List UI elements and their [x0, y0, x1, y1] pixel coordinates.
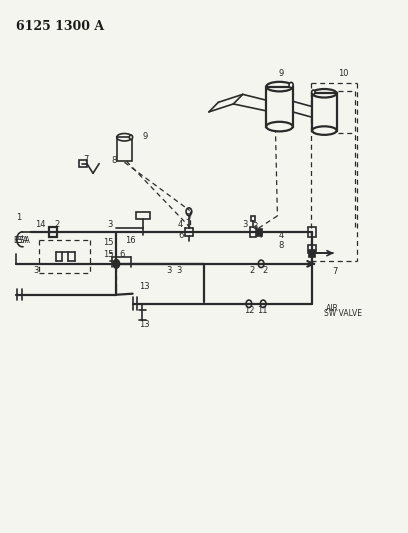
Bar	[79, 160, 87, 167]
Ellipse shape	[266, 122, 293, 132]
Text: 4: 4	[178, 221, 183, 229]
Text: 2: 2	[55, 221, 60, 229]
Bar	[308, 227, 316, 237]
Text: 13: 13	[140, 282, 150, 291]
Circle shape	[129, 135, 133, 140]
Text: 13: 13	[140, 320, 150, 328]
Text: 6: 6	[120, 250, 125, 259]
Text: 15: 15	[103, 238, 113, 247]
Bar	[49, 227, 57, 237]
Text: 14: 14	[35, 221, 46, 229]
Text: 10: 10	[338, 69, 349, 78]
Text: 6: 6	[178, 231, 184, 240]
Text: 3: 3	[107, 221, 113, 229]
Bar	[312, 93, 337, 131]
Text: 4: 4	[279, 231, 284, 240]
Bar	[250, 227, 256, 237]
Text: 3: 3	[252, 222, 258, 231]
Text: 3: 3	[166, 266, 172, 275]
Circle shape	[113, 260, 120, 268]
Bar	[136, 212, 150, 219]
Bar	[117, 137, 132, 161]
Ellipse shape	[312, 126, 337, 135]
Text: SW VALVE: SW VALVE	[324, 309, 362, 318]
Circle shape	[289, 82, 293, 87]
Text: 15: 15	[103, 250, 113, 259]
Text: 7: 7	[83, 156, 89, 164]
Bar	[251, 216, 255, 221]
Text: 11: 11	[257, 306, 268, 315]
Circle shape	[312, 90, 315, 94]
Text: 2: 2	[263, 266, 268, 275]
Text: 7: 7	[258, 231, 264, 240]
Bar	[256, 228, 262, 236]
Text: 3: 3	[176, 266, 182, 275]
Text: 8: 8	[279, 241, 284, 249]
Text: 6125 1300 A: 6125 1300 A	[16, 20, 104, 33]
Bar	[266, 86, 293, 126]
Text: 16: 16	[125, 237, 136, 245]
Text: ESA: ESA	[13, 237, 28, 245]
Text: ESA: ESA	[15, 237, 30, 245]
Text: AIR: AIR	[326, 304, 339, 312]
Text: 7: 7	[333, 268, 338, 276]
Text: 8: 8	[111, 157, 117, 165]
Text: 9: 9	[142, 133, 147, 141]
Text: 3: 3	[33, 266, 39, 275]
Text: 5: 5	[185, 213, 190, 222]
Bar	[308, 245, 316, 253]
Text: 3: 3	[242, 221, 248, 229]
Text: 12: 12	[244, 306, 254, 315]
Text: 2: 2	[250, 266, 255, 275]
Text: 1: 1	[16, 213, 21, 222]
Bar	[308, 249, 315, 257]
Text: 9: 9	[279, 69, 284, 78]
